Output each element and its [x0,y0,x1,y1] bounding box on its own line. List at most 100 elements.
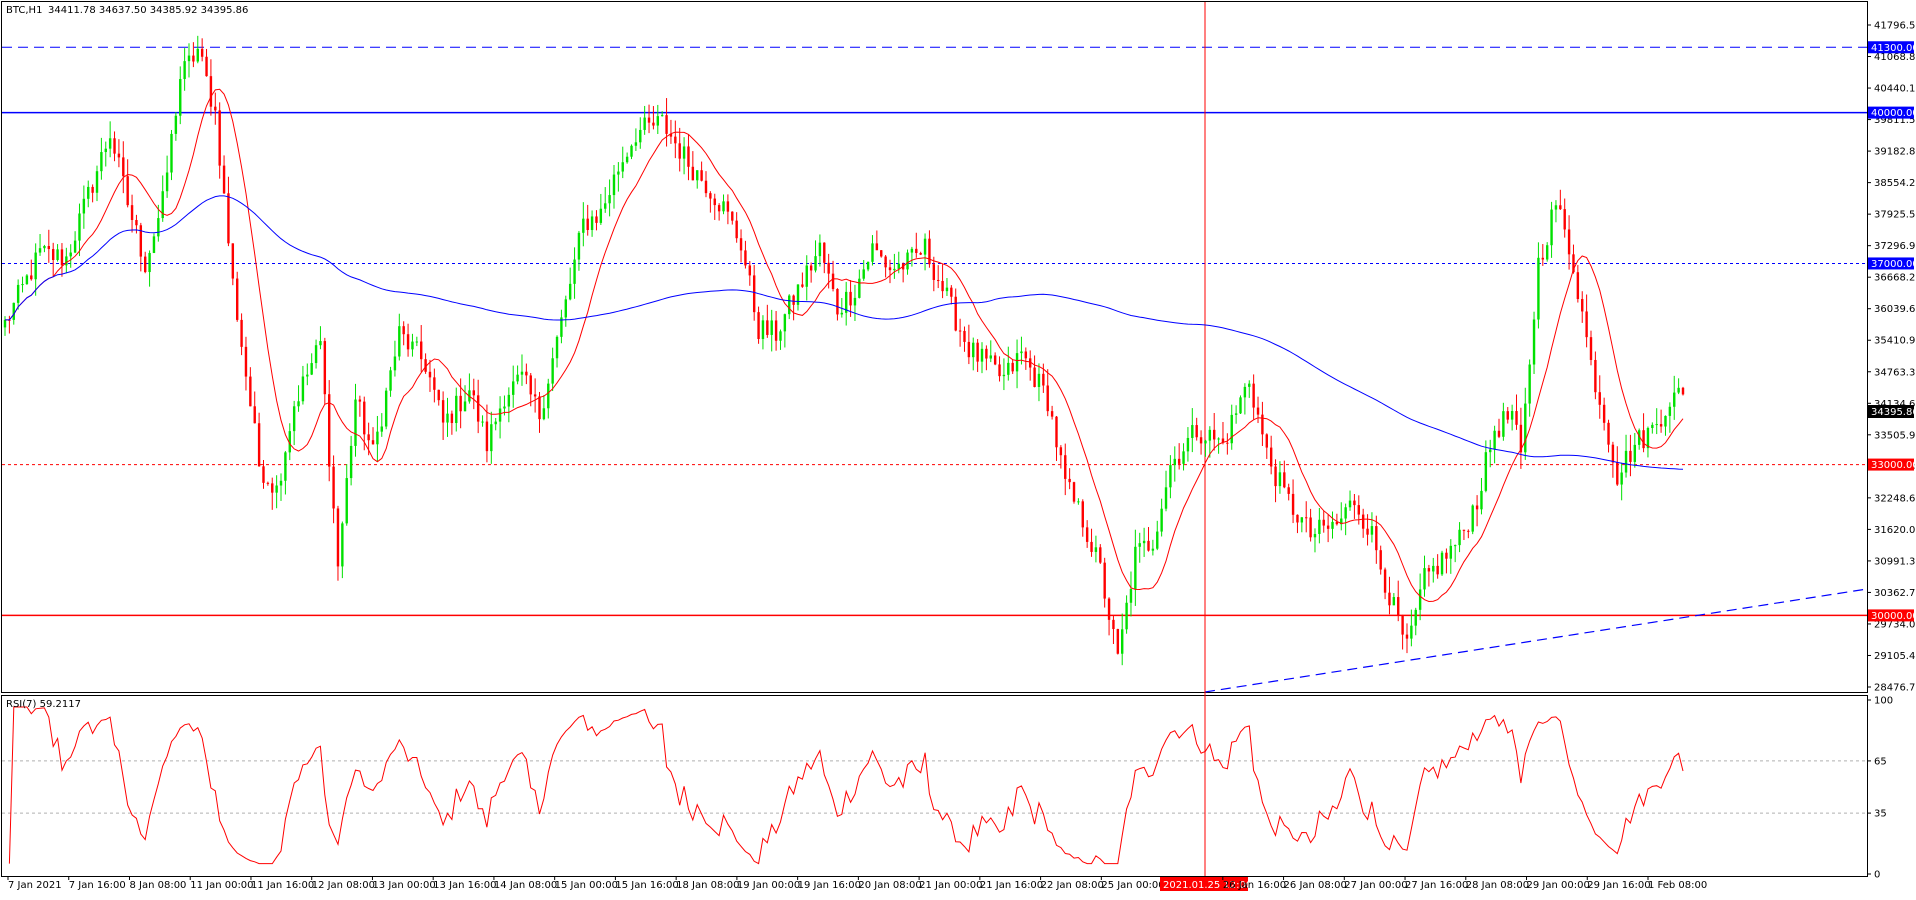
candle-body [196,48,199,62]
rsi-line [8,706,1684,865]
candle-body [538,396,541,420]
candle-body [476,395,480,422]
candle-body [568,283,572,300]
candle-body [709,193,712,199]
candle-body [836,289,839,315]
candle-body [858,278,861,298]
candle-body [284,452,287,481]
candle-body [866,261,870,270]
candle-body [555,336,559,359]
candle-body [1545,245,1549,260]
candle-body [1186,437,1190,452]
time-tick-label: 19 Jan 16:00 [798,880,861,891]
candle-body [1427,568,1431,572]
price-tick-label: 29734.05 [1874,619,1916,630]
candle-body [113,138,116,154]
time-axis[interactable]: 7 Jan 2021 7 Jan 16:00 8 Jan 08:00 11 Jan 0… [7,876,1707,891]
candle-body [441,400,445,423]
candle-body [135,219,138,226]
candle-body [1033,367,1036,388]
candle-body [1659,424,1663,427]
candle-body [1182,451,1185,464]
candle-body [179,79,182,116]
candle-body [1239,397,1242,414]
candle-body [1116,629,1120,654]
candle-body [1637,430,1641,445]
candle-body [240,319,243,347]
candle-body [1147,540,1150,551]
candle-body [271,483,274,493]
candle-body [104,148,107,153]
candle-body [56,249,59,260]
price-tick-label: 41068.80 [1874,52,1916,63]
candle-body [604,203,607,209]
candle-body [652,122,655,126]
candle-body [415,341,419,343]
candle-body [1506,411,1509,420]
candle-body [1213,429,1216,440]
candle-body [157,218,160,237]
rsi-axis[interactable]: 100 65 35 0 [1867,696,1893,881]
candle-body [1554,205,1558,210]
candle-body [612,174,616,196]
candle-body [152,236,156,253]
candle-body [547,383,550,409]
candle-body [292,406,296,432]
candle-body [91,186,94,193]
candle-body [748,265,752,276]
candle-body [87,186,90,199]
candle-body [47,246,51,250]
candle-body [1423,568,1426,590]
price-level-badge [1868,106,1914,119]
candle-body [130,205,134,220]
candle-body [731,211,734,221]
candle-body [1121,629,1124,654]
candle-body [1471,505,1474,532]
candle-body [384,390,388,427]
time-tick-label: 18 Jan 08:00 [676,880,739,891]
candle-body [1160,508,1163,532]
candle-body [525,371,528,376]
time-tick-label: 29 Jan 00:00 [1527,880,1590,891]
candle-body [871,243,874,262]
candle-body [665,115,668,134]
time-tick-label: 21 Jan 00:00 [919,880,982,891]
price-level-label: 33000.00 [1871,460,1916,471]
candle-body [459,395,462,412]
candle-body [783,314,787,332]
candle-body [1633,444,1637,462]
candle-body [1309,517,1312,538]
rsi-panel[interactable] [1,695,1868,877]
candle-body [1497,430,1501,437]
candle-body [30,275,33,280]
candle-body [573,259,576,284]
candle-body [376,431,379,445]
candle-body [1537,257,1540,320]
candle-body [704,180,708,194]
candle-body [25,275,29,285]
candle-body [60,249,64,266]
candle-body [1177,458,1181,464]
ohlc-label: 34411.78 34637.50 34385.92 34395.86 [48,5,248,16]
time-tick-label: 29 Jan 16:00 [1587,880,1650,891]
candle-body [192,55,195,62]
time-tick-label: 11 Jan 00:00 [190,880,253,891]
candle-body [1664,415,1667,427]
price-panel[interactable] [1,1,1868,693]
candle-body [1379,550,1382,570]
candle-body [450,413,454,424]
candle-body [1191,425,1194,438]
candle-body [985,348,988,359]
price-axis[interactable]: 41796.50 41068.80 40440.15 39811.50 39182.85… [1867,21,1916,694]
candle-body [625,156,629,163]
price-level-label: 40000.00 [1871,108,1916,119]
candle-body [1515,411,1518,425]
candle-body [288,431,291,453]
candle-body [349,445,353,479]
candle-body [639,129,642,143]
candle-body [257,423,261,467]
current-price-badge [1868,405,1914,418]
candle-body [1305,517,1308,519]
